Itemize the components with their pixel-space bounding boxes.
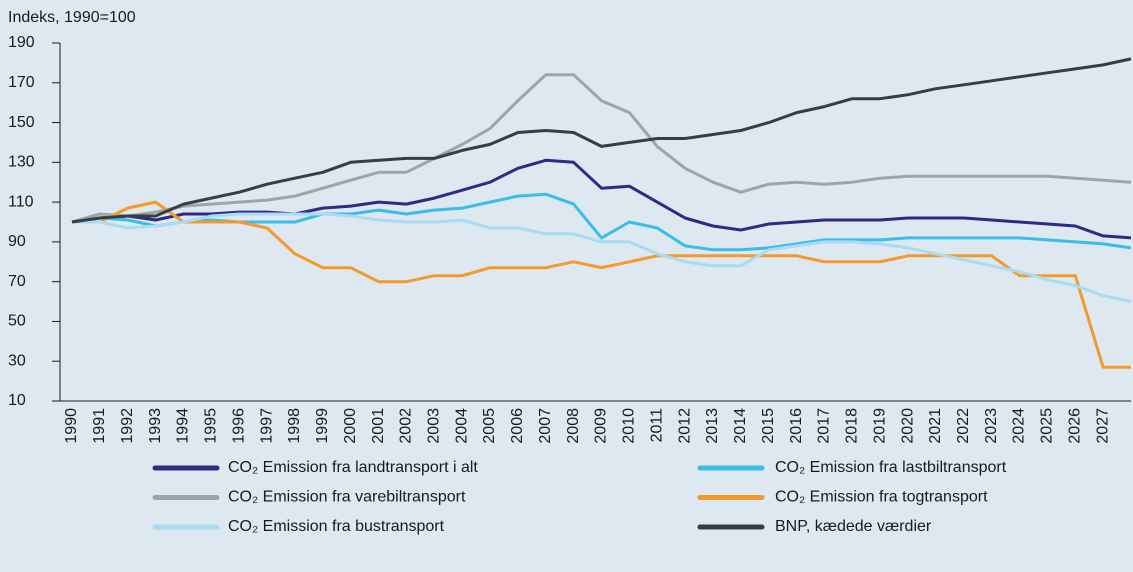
x-tick-label: 1998 xyxy=(286,408,303,444)
x-tick-label: 2023 xyxy=(983,408,1000,444)
x-tick-label: 1997 xyxy=(258,408,275,444)
legend-label: CO₂ Emission fra lastbiltransport xyxy=(775,459,1007,476)
y-tick-label: 90 xyxy=(8,233,26,250)
x-tick-label: 2017 xyxy=(816,408,833,444)
x-tick-label: 1999 xyxy=(314,408,331,444)
y-tick-label: 30 xyxy=(8,352,26,369)
legend-label: CO₂ Emission fra varebiltransport xyxy=(228,489,466,506)
x-tick-label: 2007 xyxy=(537,408,554,444)
x-tick-label: 2016 xyxy=(788,408,805,444)
x-tick-label: 1995 xyxy=(203,408,220,444)
y-tick-label: 110 xyxy=(8,193,34,210)
y-axis-label: Indeks, 1990=100 xyxy=(8,9,136,26)
y-tick-label: 130 xyxy=(8,154,35,171)
legend-label: BNP, kædede værdier xyxy=(775,518,932,535)
series-line xyxy=(71,73,1132,224)
x-tick-label: 2005 xyxy=(481,408,498,444)
y-tick-label: 190 xyxy=(8,34,35,51)
x-tick-label: 2026 xyxy=(1066,408,1083,444)
y-tick-label: 150 xyxy=(8,114,35,131)
x-tick-label: 2018 xyxy=(844,408,861,444)
x-tick-label: 2001 xyxy=(370,408,387,444)
x-tick-label: 2014 xyxy=(732,408,749,444)
x-tick-label: 2021 xyxy=(927,408,944,444)
x-tick-label: 1991 xyxy=(91,408,108,444)
x-tick-label: 1996 xyxy=(230,408,247,444)
series-line xyxy=(71,158,1132,240)
x-tick-label: 2000 xyxy=(342,408,359,444)
x-tick-label: 2022 xyxy=(955,408,972,444)
series-line xyxy=(72,212,1132,304)
legend-label: CO₂ Emission fra bustransport xyxy=(228,518,445,535)
x-tick-label: 2011 xyxy=(648,408,665,443)
x-tick-label: 1992 xyxy=(119,408,136,444)
legend-label: CO₂ Emission fra togtransport xyxy=(775,489,988,506)
x-tick-label: 2015 xyxy=(760,408,777,444)
x-tick-label: 2025 xyxy=(1039,408,1056,444)
x-tick-label: 2013 xyxy=(704,408,721,444)
x-tick-label: 2019 xyxy=(871,408,888,444)
legend-label: CO₂ Emission fra landtransport i alt xyxy=(228,459,478,476)
x-tick-label: 2002 xyxy=(398,408,415,444)
x-tick-label: 2012 xyxy=(676,408,693,444)
x-tick-label: 2003 xyxy=(426,408,443,444)
y-tick-label: 50 xyxy=(8,313,26,330)
x-tick-label: 2010 xyxy=(621,408,638,444)
y-tick-label: 10 xyxy=(8,392,26,409)
series-line xyxy=(71,192,1132,252)
x-tick-label: 2020 xyxy=(899,408,916,444)
x-tick-label: 1993 xyxy=(147,408,164,444)
series-line xyxy=(71,57,1132,224)
x-tick-label: 2027 xyxy=(1094,408,1111,444)
x-tick-label: 2009 xyxy=(593,408,610,444)
y-tick-label: 170 xyxy=(8,74,35,91)
x-tick-label: 1994 xyxy=(175,408,192,444)
series-line xyxy=(72,200,1131,369)
y-tick-label: 70 xyxy=(8,273,26,290)
x-tick-label: 2006 xyxy=(509,408,526,444)
x-tick-label: 2008 xyxy=(565,408,582,444)
x-tick-label: 2024 xyxy=(1011,408,1028,444)
x-tick-label: 2004 xyxy=(453,408,470,444)
x-tick-label: 1990 xyxy=(63,408,80,444)
